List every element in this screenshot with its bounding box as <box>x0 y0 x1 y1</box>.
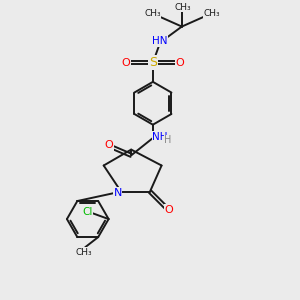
Text: CH₃: CH₃ <box>75 248 92 257</box>
Text: CH₃: CH₃ <box>175 3 192 12</box>
Text: NH: NH <box>152 132 168 142</box>
Text: O: O <box>104 140 113 150</box>
Text: O: O <box>122 58 130 68</box>
Text: S: S <box>149 56 157 69</box>
Text: O: O <box>176 58 184 68</box>
Text: HN: HN <box>152 36 167 46</box>
Text: CH₃: CH₃ <box>203 9 220 18</box>
Text: N: N <box>113 188 122 198</box>
Text: O: O <box>164 205 173 215</box>
Text: H: H <box>164 135 172 145</box>
Text: CH₃: CH₃ <box>144 9 160 18</box>
Text: Cl: Cl <box>82 207 93 217</box>
